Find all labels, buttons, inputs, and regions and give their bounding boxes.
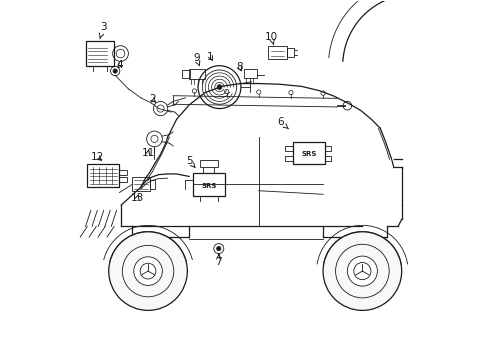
Text: 5: 5	[185, 156, 195, 168]
Text: SRS: SRS	[201, 183, 216, 189]
Bar	[287, 48, 293, 57]
Bar	[285, 146, 292, 152]
Text: 4: 4	[117, 60, 123, 70]
Circle shape	[217, 85, 222, 90]
Bar	[192, 173, 224, 196]
Circle shape	[108, 232, 187, 310]
Bar	[267, 46, 287, 59]
Text: 6: 6	[276, 117, 288, 129]
Bar	[189, 68, 205, 79]
Bar	[324, 156, 331, 161]
Text: 3: 3	[99, 22, 106, 38]
Bar	[119, 170, 126, 175]
Bar	[119, 177, 126, 182]
Bar	[244, 69, 257, 78]
Circle shape	[134, 257, 162, 285]
Bar	[324, 146, 331, 152]
Text: 7: 7	[215, 254, 222, 267]
Text: 1: 1	[207, 52, 213, 62]
Text: 11: 11	[141, 148, 154, 158]
Text: 2: 2	[149, 94, 155, 104]
Circle shape	[323, 232, 401, 310]
Bar	[150, 180, 155, 189]
Circle shape	[216, 247, 221, 251]
Bar	[285, 156, 292, 161]
Text: 9: 9	[193, 53, 200, 66]
Text: 8: 8	[236, 62, 243, 72]
Text: 13: 13	[130, 193, 143, 203]
Bar	[132, 177, 150, 192]
Bar	[87, 164, 119, 187]
Text: 10: 10	[264, 32, 277, 45]
Bar	[85, 41, 114, 66]
Bar	[182, 70, 189, 78]
Circle shape	[113, 69, 117, 73]
Circle shape	[346, 256, 377, 286]
Text: SRS: SRS	[301, 151, 316, 157]
Bar	[200, 160, 217, 167]
Bar	[292, 143, 324, 164]
Text: 12: 12	[90, 152, 104, 162]
